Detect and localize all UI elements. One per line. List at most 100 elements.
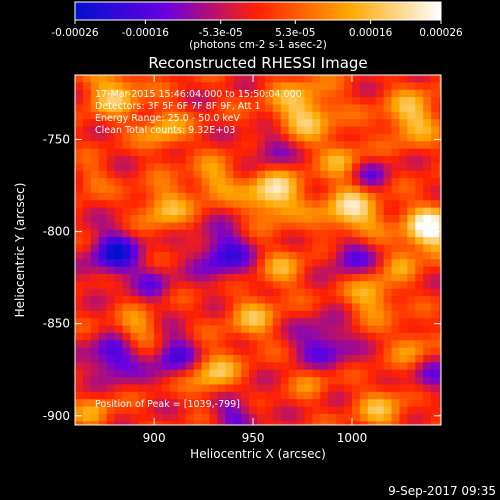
heatmap-cell (312, 406, 321, 415)
heatmap-cell (98, 82, 108, 91)
heatmap-cell (185, 244, 195, 253)
heatmap-cell (162, 288, 171, 297)
heatmap-cell (296, 222, 306, 231)
heatmap-cell (209, 170, 219, 179)
heatmap-cell (225, 222, 234, 231)
heatmap-cell (225, 148, 234, 157)
heatmap-cell (241, 141, 250, 150)
heatmap-cell (312, 259, 321, 268)
heatmap-cell (90, 399, 100, 408)
heatmap-cell (344, 340, 353, 349)
heatmap-cell (82, 332, 92, 341)
heatmap-cell (217, 288, 226, 297)
heatmap-cell (75, 133, 84, 142)
heatmap-cell (367, 273, 377, 282)
heatmap-cell (383, 141, 393, 150)
heatmap-cell (82, 406, 92, 415)
heatmap-cell (233, 406, 242, 415)
heatmap-cell (106, 119, 116, 128)
heatmap-cell (399, 318, 408, 327)
heatmap-cell (391, 377, 401, 386)
heatmap-cell (177, 369, 187, 378)
heatmap-cell (367, 347, 377, 356)
heatmap-cell (304, 237, 314, 246)
heatmap-cell (90, 340, 100, 349)
heatmap-cell (423, 82, 432, 91)
heatmap-cell (288, 266, 298, 275)
heatmap-cell (201, 310, 211, 319)
heatmap-cell (75, 310, 84, 319)
heatmap-cell (383, 413, 393, 422)
heatmap-cell (193, 148, 203, 157)
heatmap-cell (114, 215, 124, 223)
heatmap-cell (439, 391, 441, 400)
heatmap-cell (367, 200, 377, 209)
heatmap-cell (185, 185, 195, 194)
heatmap-cell (201, 347, 211, 356)
heatmap-cell (233, 89, 242, 98)
heatmap-cell (98, 170, 108, 179)
heatmap-cell (407, 141, 416, 150)
heatmap-cell (264, 303, 274, 312)
heatmap-cell (383, 310, 393, 319)
heatmap-cell (304, 178, 314, 187)
heatmap-cell (233, 104, 242, 113)
heatmap-cell (177, 355, 187, 363)
heatmap-cell (114, 296, 124, 305)
heatmap-cell (439, 104, 441, 113)
heatmap-cell (304, 347, 314, 356)
heatmap-cell (399, 355, 408, 363)
heatmap-cell (423, 340, 432, 349)
heatmap-cell (344, 325, 353, 334)
heatmap-cell (264, 251, 274, 260)
heatmap-cell (249, 97, 258, 106)
heatmap-cell (98, 340, 108, 349)
heatmap-cell (288, 163, 298, 172)
heatmap-cell (312, 391, 321, 400)
heatmap-cell (162, 266, 171, 275)
heatmap-cell (312, 222, 321, 231)
heatmap-cell (82, 384, 92, 393)
heatmap-cell (359, 200, 369, 209)
heatmap-cell (90, 185, 100, 194)
heatmap-cell (312, 104, 321, 113)
heatmap-cell (138, 288, 147, 297)
heatmap-cell (201, 207, 211, 216)
heatmap-cell (209, 303, 219, 312)
heatmap-cell (399, 251, 408, 260)
heatmap-cell (367, 406, 377, 415)
heatmap-cell (201, 251, 211, 260)
heatmap-cell (272, 222, 282, 231)
heatmap-cell (177, 192, 187, 201)
heatmap-cell (154, 266, 163, 275)
heatmap-cell (146, 332, 155, 341)
heatmap-cell (383, 296, 393, 305)
heatmap-cell (130, 222, 139, 231)
heatmap-cell (272, 281, 282, 290)
heatmap-cell (328, 332, 337, 341)
heatmap-cell (138, 296, 147, 305)
heatmap-cell (359, 259, 369, 268)
heatmap-cell (169, 82, 179, 91)
heatmap-cell (217, 97, 226, 106)
heatmap-cell (415, 163, 424, 172)
heatmap-cell (344, 303, 353, 312)
heatmap-cell (328, 340, 337, 349)
heatmap-cell (351, 332, 361, 341)
heatmap-cell (312, 192, 321, 201)
heatmap-cell (280, 82, 290, 91)
heatmap-cell (138, 347, 147, 356)
heatmap-cell (225, 170, 234, 179)
heatmap-cell (257, 163, 266, 172)
heatmap-cell (312, 281, 321, 290)
heatmap-cell (193, 244, 203, 253)
heatmap-cell (82, 75, 92, 83)
heatmap-cell (304, 369, 314, 378)
heatmap-cell (415, 97, 424, 106)
heatmap-cell (217, 406, 226, 415)
heatmap-cell (209, 222, 219, 231)
heatmap-cell (344, 75, 353, 83)
heatmap-cell (383, 126, 393, 135)
heatmap-cell (423, 303, 432, 312)
heatmap-cell (431, 391, 440, 400)
